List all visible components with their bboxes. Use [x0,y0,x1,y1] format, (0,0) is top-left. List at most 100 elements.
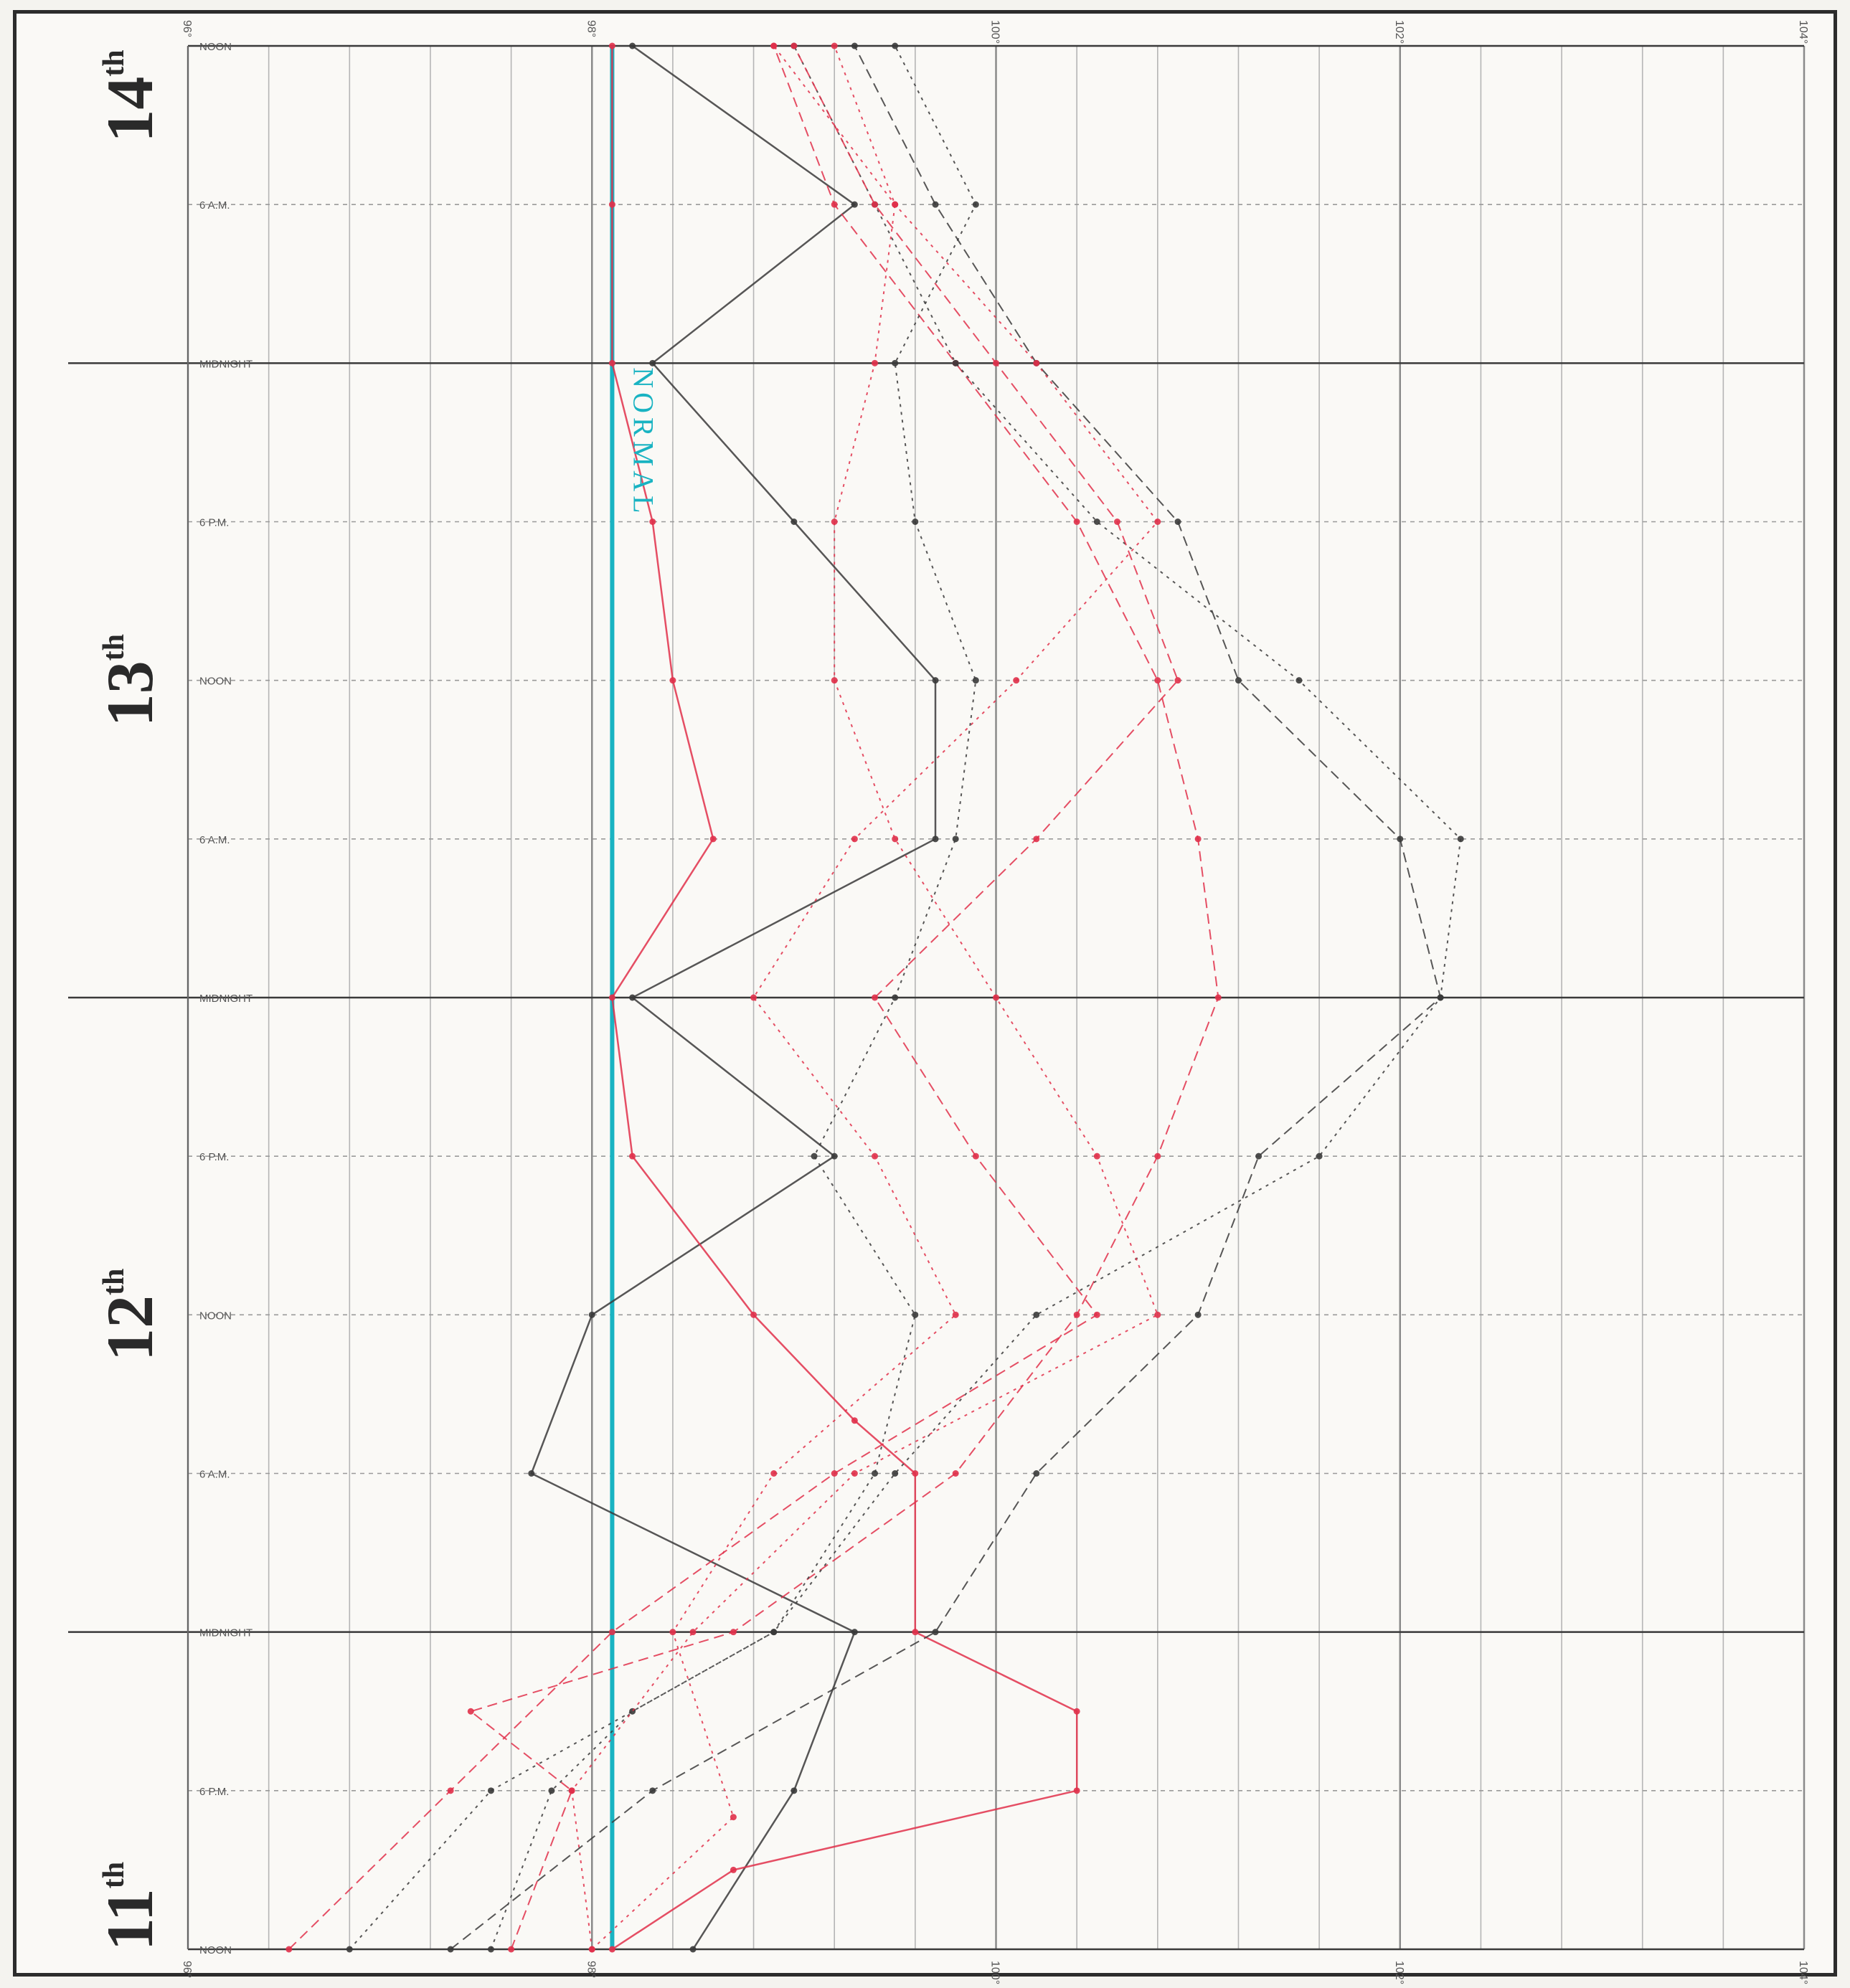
data-point [952,1470,959,1477]
data-point [1093,1311,1100,1318]
normal-label: NORMAL [627,367,659,517]
day-number: 14 [93,77,166,143]
day-label: 11th [93,1862,166,1951]
series-line [611,46,1078,1951]
day-suffix: th [98,49,131,76]
data-point [811,1152,818,1160]
data-point [791,519,798,525]
temp-label-bottom: 100° [989,1961,1001,1984]
data-point [1073,1708,1080,1715]
time-label: 6 A.M. [199,1469,230,1481]
data-point [892,836,899,843]
data-point [872,1152,879,1160]
temp-label-top: 100° [989,20,1001,44]
data-point [689,1946,697,1953]
data-point [1013,677,1020,684]
time-label: 6 A.M. [199,834,230,846]
data-point [952,359,959,366]
data-point [588,1311,595,1318]
data-point [872,994,879,1001]
data-point [770,42,778,49]
time-label: 6 P.M. [199,1151,229,1163]
temp-label-top: 96° [181,20,193,37]
time-label: NOON [199,41,232,53]
data-point [649,359,656,366]
data-point [1194,836,1202,843]
data-point [608,201,615,208]
data-point [1113,519,1120,525]
data-point [791,1787,798,1794]
data-point [851,201,858,208]
day-number: 12 [93,1295,166,1361]
data-point [528,1470,535,1477]
time-label: MIDNIGHT [199,358,253,370]
time-label: NOON [199,676,232,688]
data-point [1154,519,1161,525]
day-label: 12th [93,1269,166,1361]
data-point [1093,519,1100,525]
data-point [1093,1152,1100,1160]
data-point [1296,677,1303,684]
data-point [1174,677,1181,684]
day-suffix: th [98,1862,131,1888]
label-group: NOON 6 P.M. MIDNIGHT 6 A.M. NOON 6 P.M. MIDNIG… [93,20,1809,1984]
data-point [629,1152,636,1160]
data-point [1033,1311,1040,1318]
data-point [669,1629,676,1636]
day-number: 13 [93,661,166,726]
temp-label-bottom: 96° [181,1961,193,1978]
day-suffix: th [98,634,131,661]
data-point [851,1470,858,1477]
data-point [1174,519,1181,525]
data-point [1235,677,1242,684]
data-point [629,994,636,1001]
data-point [629,42,636,49]
data-point [831,519,838,525]
data-point [851,1417,858,1424]
data-point [447,1787,454,1794]
data-point [831,42,838,49]
data-point [1033,359,1040,366]
data-point [993,359,999,366]
data-point [872,1470,879,1477]
data-point [508,1946,515,1953]
data-point [972,201,979,208]
data-point [1316,1152,1323,1160]
data-point [892,201,899,208]
data-point [1255,1152,1263,1160]
data-point [912,1470,919,1477]
data-point [730,1629,737,1636]
data-point [1214,994,1222,1001]
data-point [932,836,939,843]
data-point [770,1629,778,1636]
series-line [490,45,1462,1950]
temp-label-bottom: 98° [585,1961,597,1978]
time-label: NOON [199,1310,232,1322]
time-label: 6 P.M. [199,517,229,529]
data-point [487,1787,494,1794]
series-group [285,42,1464,1953]
data-point [831,677,838,684]
data-point [588,1946,595,1953]
time-label: MIDNIGHT [199,993,253,1005]
data-point [709,836,717,843]
data-point [952,836,959,843]
data-point [1154,1152,1161,1160]
data-point [1073,519,1080,525]
data-point [467,1708,474,1715]
data-point [689,1629,697,1636]
data-point [1073,1311,1080,1318]
series-line [469,45,1219,1950]
data-point [447,1946,454,1953]
data-point [1437,994,1444,1001]
data-point [669,677,676,684]
data-point [1154,1311,1161,1318]
data-point [548,1787,555,1794]
data-point [608,42,615,49]
day-suffix: th [98,1269,131,1295]
data-point [1033,836,1040,843]
data-point [608,994,615,1001]
day-number: 11 [93,1888,166,1951]
data-point [851,42,858,49]
